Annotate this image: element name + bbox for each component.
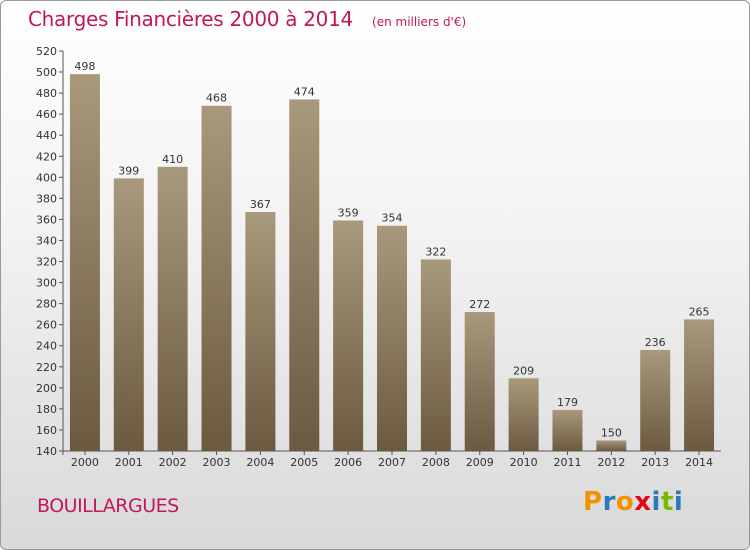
x-tick-label: 2008 bbox=[422, 456, 450, 469]
title-block: Charges Financières 2000 à 2014 (en mill… bbox=[28, 7, 466, 31]
place-name: BOUILLARGUES bbox=[37, 495, 179, 517]
bar bbox=[333, 220, 364, 451]
logo-letter: r bbox=[602, 487, 616, 517]
y-tick-label: 480 bbox=[36, 87, 57, 100]
y-tick-label: 340 bbox=[36, 234, 57, 247]
chart-subtitle: (en milliers d'€) bbox=[372, 15, 467, 29]
bar-value-label: 359 bbox=[338, 206, 359, 219]
bar-value-label: 468 bbox=[206, 92, 227, 105]
bar-value-label: 272 bbox=[469, 298, 490, 311]
bar bbox=[640, 349, 671, 451]
y-tick-label: 140 bbox=[36, 445, 57, 458]
y-tick-label: 220 bbox=[36, 361, 57, 374]
chart-title: Charges Financières 2000 à 2014 bbox=[28, 7, 353, 31]
x-tick-label: 2000 bbox=[71, 456, 99, 469]
x-tick-label: 2001 bbox=[115, 456, 143, 469]
y-tick-label: 200 bbox=[36, 382, 57, 395]
bar-value-label: 410 bbox=[162, 153, 183, 166]
bar bbox=[69, 74, 100, 451]
bar bbox=[464, 312, 495, 451]
x-tick-label: 2010 bbox=[510, 456, 538, 469]
bar bbox=[113, 178, 144, 452]
y-tick-label: 420 bbox=[36, 150, 57, 163]
x-tick-label: 2011 bbox=[553, 456, 581, 469]
logo-letter: t bbox=[660, 487, 674, 517]
bar-value-label: 265 bbox=[689, 305, 710, 318]
x-tick-label: 2005 bbox=[290, 456, 318, 469]
bar bbox=[377, 225, 407, 451]
bar-value-label: 150 bbox=[601, 426, 622, 439]
logo-letter: i bbox=[651, 487, 661, 517]
bar bbox=[289, 99, 320, 451]
bar bbox=[552, 409, 583, 451]
y-tick-label: 320 bbox=[36, 256, 57, 269]
logo-letter: i bbox=[673, 487, 684, 517]
logo-letter: P bbox=[583, 487, 603, 517]
y-tick-label: 460 bbox=[36, 108, 57, 121]
y-tick-label: 160 bbox=[36, 424, 57, 437]
x-tick-label: 2003 bbox=[203, 456, 231, 469]
bar bbox=[596, 440, 627, 451]
bar bbox=[201, 105, 232, 451]
y-tick-label: 360 bbox=[36, 213, 57, 226]
y-tick-label: 280 bbox=[36, 298, 57, 311]
bar bbox=[157, 166, 188, 451]
x-tick-label: 2009 bbox=[466, 456, 494, 469]
x-tick-label: 2012 bbox=[597, 456, 625, 469]
x-tick-label: 2004 bbox=[246, 456, 274, 469]
x-tick-label: 2007 bbox=[378, 456, 406, 469]
bar bbox=[420, 259, 451, 451]
bar-value-label: 474 bbox=[294, 85, 315, 98]
bar-value-label: 354 bbox=[382, 212, 403, 225]
bar-value-label: 367 bbox=[250, 198, 271, 211]
x-tick-label: 2006 bbox=[334, 456, 362, 469]
bar-value-label: 236 bbox=[645, 336, 666, 349]
logo-letter: o bbox=[615, 487, 635, 517]
proxiti-logo: Proxiti bbox=[583, 487, 683, 517]
bar bbox=[508, 378, 539, 451]
bar-value-label: 498 bbox=[74, 60, 95, 73]
y-tick-label: 500 bbox=[36, 66, 57, 79]
logo-letter: x bbox=[634, 487, 652, 517]
x-tick-label: 2014 bbox=[685, 456, 713, 469]
bar-value-label: 322 bbox=[425, 245, 446, 258]
bar-value-label: 399 bbox=[118, 164, 139, 177]
x-tick-label: 2013 bbox=[641, 456, 669, 469]
bar bbox=[245, 212, 276, 451]
y-tick-label: 400 bbox=[36, 171, 57, 184]
y-tick-label: 300 bbox=[36, 277, 57, 290]
y-tick-label: 180 bbox=[36, 403, 57, 416]
y-tick-label: 520 bbox=[36, 45, 57, 58]
y-tick-label: 240 bbox=[36, 340, 57, 353]
x-tick-label: 2002 bbox=[159, 456, 187, 469]
y-tick-label: 440 bbox=[36, 129, 57, 142]
bar-value-label: 179 bbox=[557, 396, 578, 409]
y-tick-label: 380 bbox=[36, 192, 57, 205]
bar-value-label: 209 bbox=[513, 364, 534, 377]
y-tick-label: 260 bbox=[36, 319, 57, 332]
bar bbox=[684, 319, 715, 451]
